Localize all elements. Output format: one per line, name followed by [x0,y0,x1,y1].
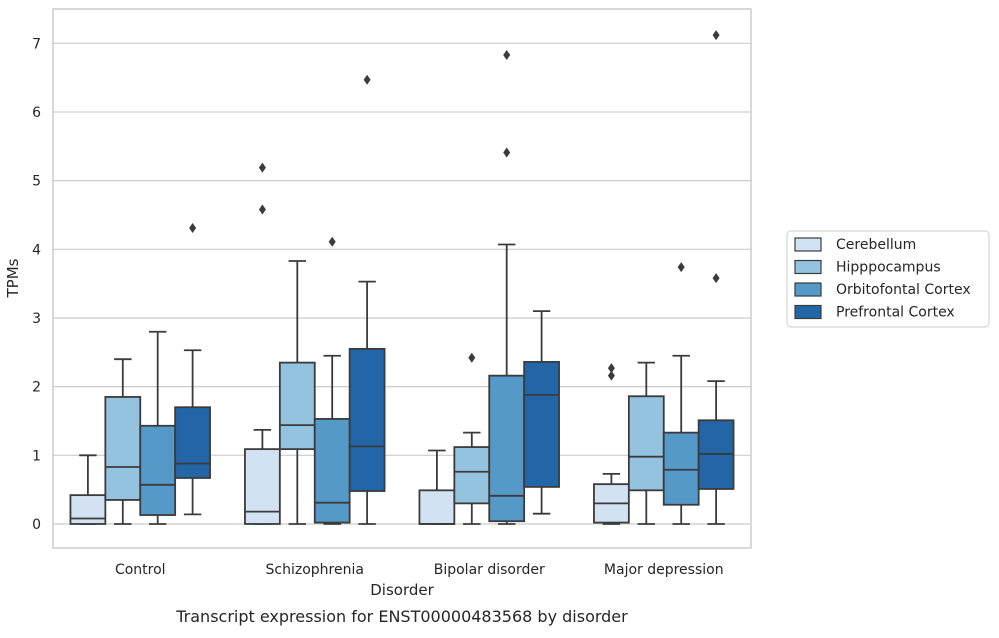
box [453,446,491,505]
outlier-point [503,50,511,61]
box [418,489,456,525]
legend-swatch [794,237,822,252]
x-tick-label: Control [115,562,166,578]
box [139,424,177,516]
box-plot-item [139,330,177,525]
x-axis-label: Disorder [370,581,434,599]
y-tick-label: 6 [32,105,41,121]
box [662,431,700,506]
outlier-point [607,363,615,374]
outlier-point [189,223,197,234]
legend: Cerebellum Hipppocampus Orbitofontal Corte… [786,230,990,328]
box [313,418,351,524]
box [104,396,142,501]
box-plot-item [523,310,560,515]
boxes [69,30,735,525]
box-plot-item [662,262,700,525]
outlier-point [503,147,511,158]
y-axis-label: TPMs [4,258,22,298]
box-plot-item [348,74,386,525]
x-tick-label: Schizophrenia [266,562,364,578]
y-tick-labels: 0 1 2 3 4 5 6 7 [32,36,41,533]
box-plot-item [174,223,211,516]
outlier-point [677,262,685,273]
box-plot-item [278,260,316,525]
box-plot-item [627,361,665,525]
x-tick-label: Major depression [604,562,724,578]
box-plot-item [104,358,142,525]
outlier-point [363,74,371,85]
box [348,347,386,492]
x-tick-labels: Control Schizophrenia Bipolar disorder Majo… [115,562,724,578]
box-plot-item [69,454,107,525]
box-plot-item [244,162,281,525]
box-plot-item [593,363,630,525]
y-tick-label: 1 [32,448,41,464]
box-plot-item [418,449,456,525]
y-tick-label: 5 [32,174,41,190]
legend-swatch [794,304,822,320]
box [244,448,281,525]
x-tick-label: Bipolar disorder [434,562,545,578]
box-plot-item [313,236,351,525]
outlier-point [607,370,615,381]
y-tick-label: 4 [32,242,41,258]
legend-label: Hipppocampus [836,260,941,276]
y-tick-label: 7 [32,36,41,52]
outlier-point [468,352,476,363]
outlier-point [712,30,720,41]
y-tick-label: 2 [32,380,41,396]
box [523,361,560,488]
outlier-point [328,236,336,247]
box-plot-item [453,352,491,525]
chart-caption: Transcript expression for ENST0000048356… [175,607,628,626]
legend-frame [786,230,990,328]
box-plot-item [488,50,526,525]
legend-label: Orbitofontal Cortex [836,282,971,298]
legend-swatch [794,259,822,275]
legend-swatch [794,282,822,297]
legend-label: Prefrontal Cortex [836,305,955,321]
legend-label: Cerebellum [836,237,916,253]
y-tick-label: 0 [32,517,41,533]
outlier-point [258,162,266,173]
outlier-point [712,273,720,284]
outlier-point [258,204,266,215]
box [488,374,526,523]
box [627,395,665,492]
box [278,361,316,451]
box [174,406,211,479]
box [69,494,107,525]
y-tick-label: 3 [32,311,41,327]
box-plot-item [697,30,735,525]
